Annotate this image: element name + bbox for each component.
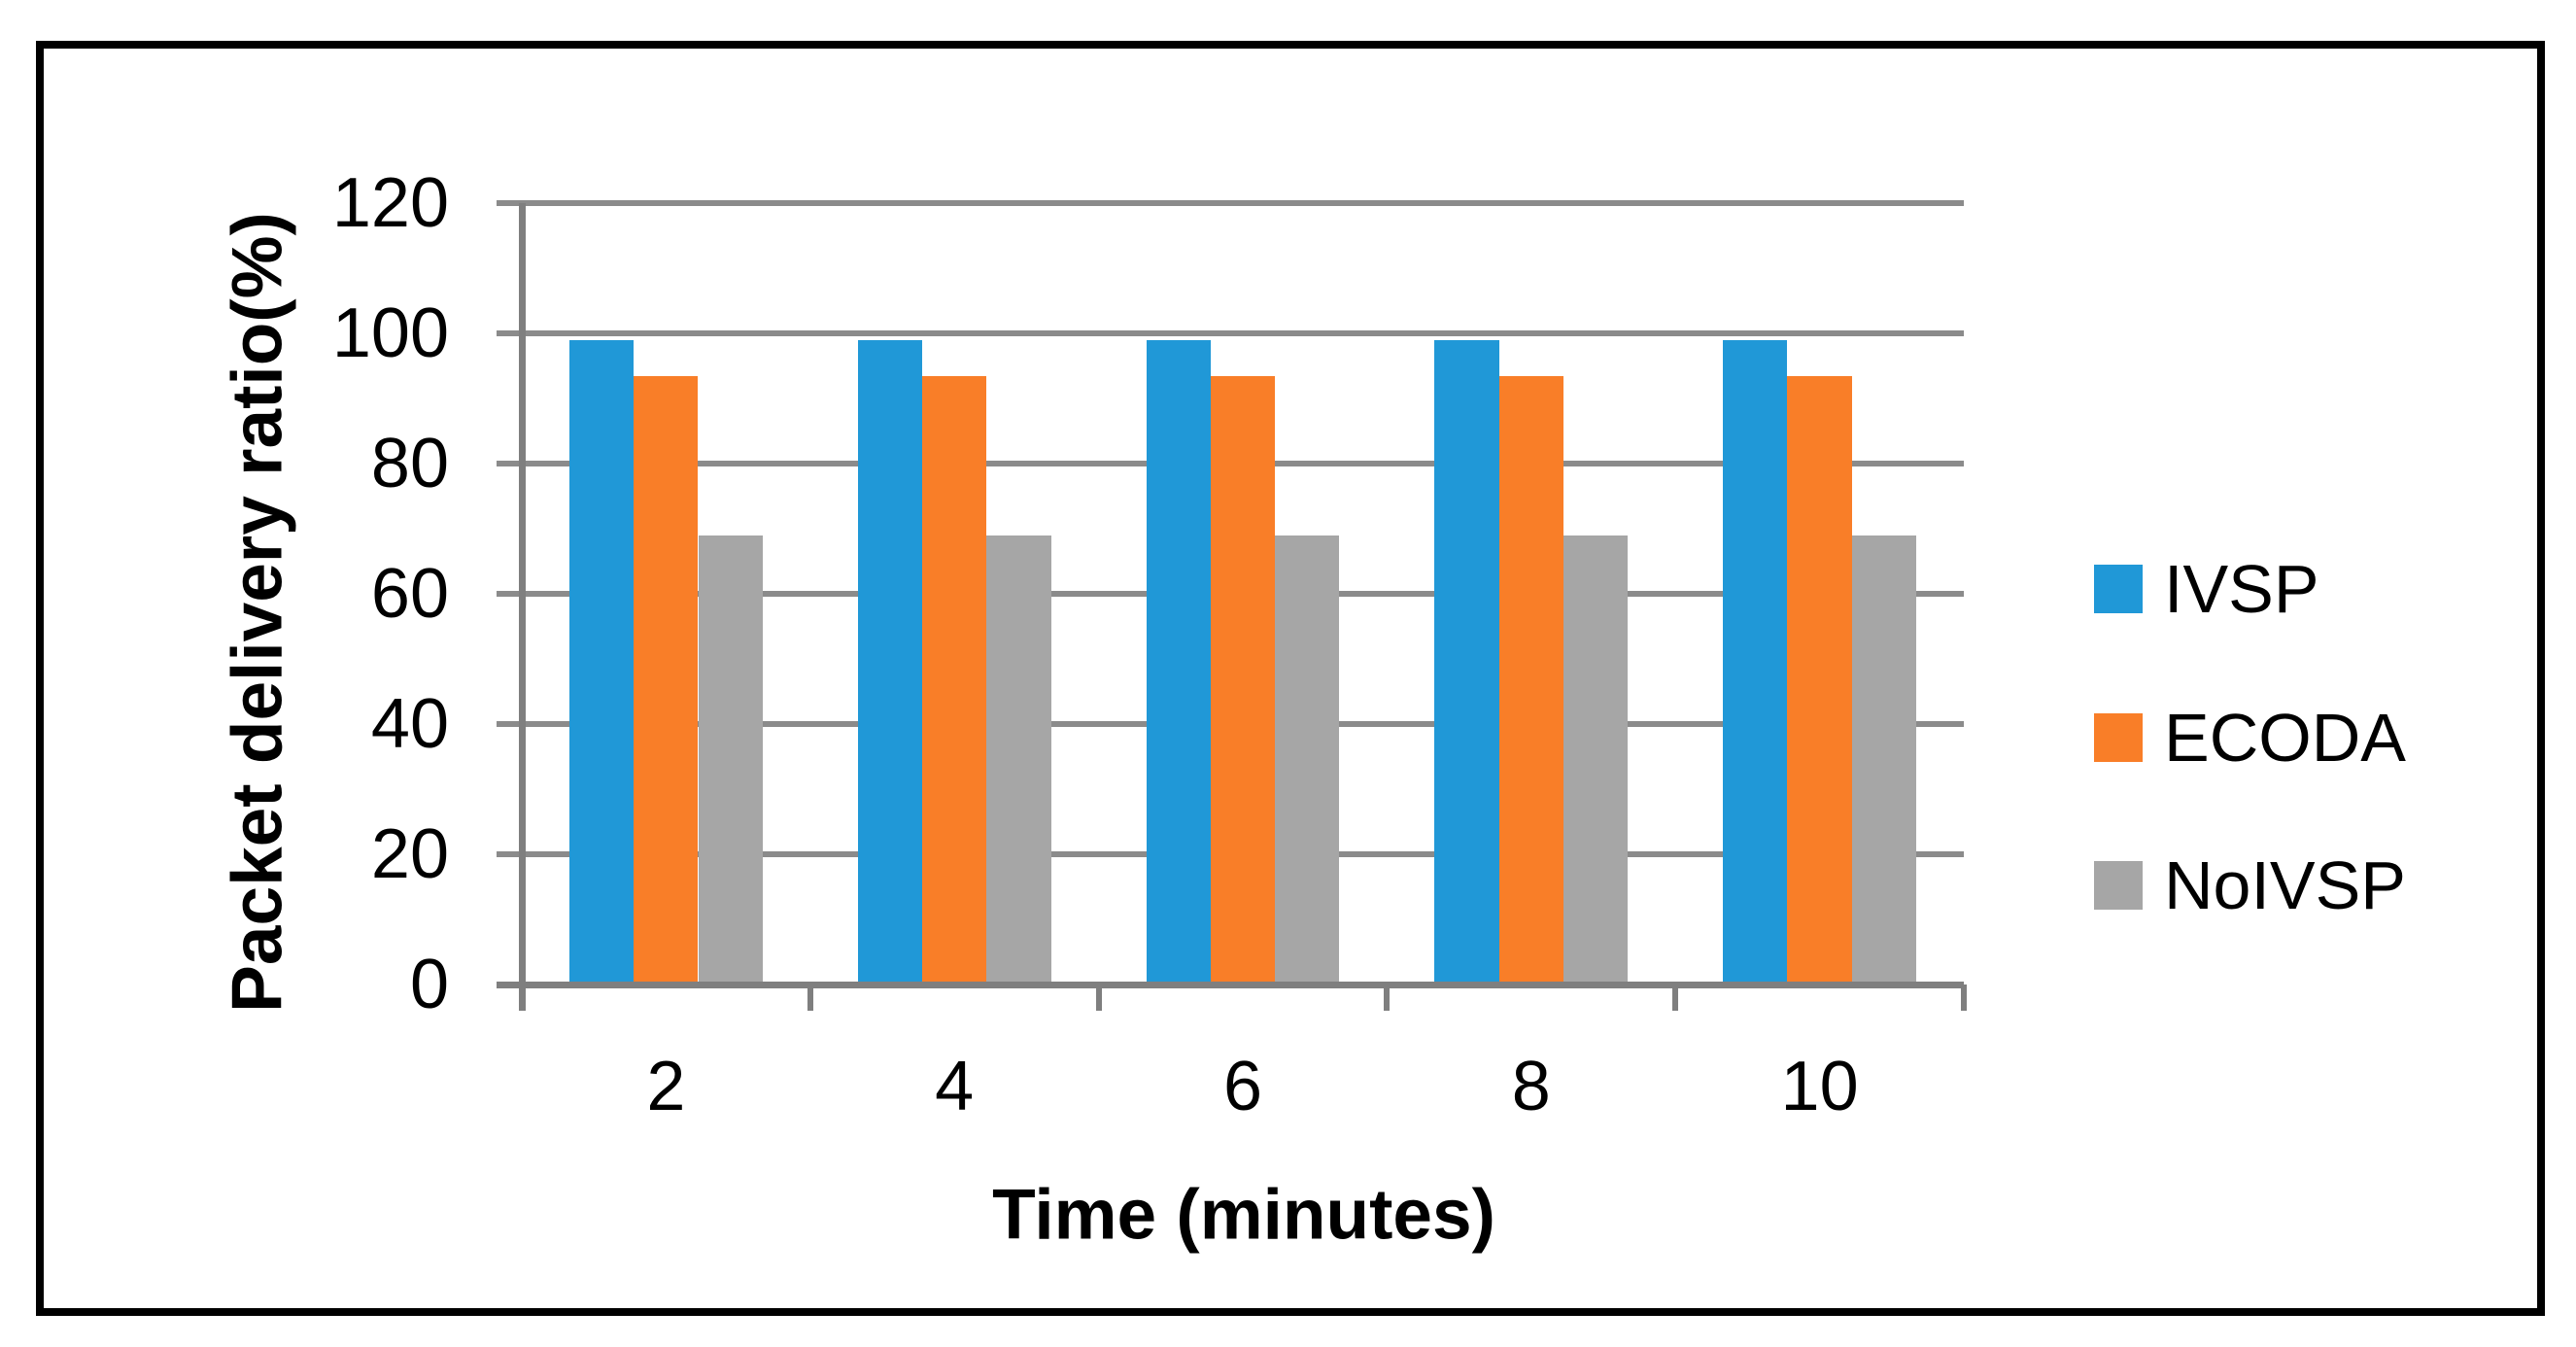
- bar-ecoda-8: [1498, 375, 1563, 984]
- bar-ecoda-10: [1787, 375, 1852, 984]
- y-tick-label: 80: [370, 425, 449, 502]
- x-axis-tick: [1961, 984, 1967, 1011]
- legend-item-ecoda: ECODA: [2094, 704, 2406, 772]
- legend-item-noivsp: NoIVSP: [2094, 851, 2406, 919]
- bar-ivsp-10: [1723, 339, 1788, 984]
- legend-label: ECODA: [2164, 699, 2406, 776]
- legend-swatch-icon: [2094, 565, 2143, 613]
- bar-ivsp-2: [568, 339, 635, 984]
- y-tick-label: 40: [370, 685, 449, 763]
- legend-swatch-icon: [2094, 712, 2143, 762]
- x-axis-line: [497, 981, 1964, 988]
- legend-item-ivsp: IVSP: [2094, 555, 2319, 623]
- bar-ivsp-8: [1434, 339, 1499, 984]
- bar-noivsp-6: [1275, 535, 1340, 984]
- x-tick-label: 6: [1222, 1048, 1263, 1125]
- bar-ecoda-4: [922, 375, 987, 984]
- y-axis-line: [518, 203, 526, 1011]
- x-axis-tick: [1384, 984, 1391, 1011]
- plot-area: 0 20 40 60 80 100 120 2 4 6 8 10: [332, 168, 1967, 1122]
- x-tick-label: 2: [646, 1048, 686, 1125]
- bar-noivsp-4: [986, 535, 1051, 984]
- bar-noivsp-8: [1563, 535, 1629, 984]
- y-tick-label: 0: [409, 946, 449, 1023]
- bar-ecoda-6: [1210, 375, 1276, 984]
- figure-border: [36, 41, 2545, 1316]
- legend-label: NoIVSP: [2164, 847, 2406, 923]
- x-axis-tick: [807, 984, 813, 1011]
- bar-ivsp-6: [1146, 339, 1211, 984]
- x-axis-tick: [1672, 984, 1679, 1011]
- y-tick-label: 120: [331, 164, 449, 242]
- x-axis-title: Time (minutes): [992, 1175, 1495, 1255]
- legend: IVSP ECODA NoIVSP: [2094, 0, 2531, 1347]
- x-tick-label: 10: [1780, 1048, 1859, 1125]
- y-axis-title: Packet delivery ratio(%): [218, 212, 297, 1013]
- x-tick-label: 8: [1511, 1048, 1551, 1125]
- gridline: [497, 330, 1964, 336]
- x-tick-label: 4: [935, 1048, 975, 1125]
- bar-noivsp-10: [1851, 535, 1916, 984]
- bar-ecoda-2: [634, 375, 699, 984]
- x-axis-tick: [1095, 984, 1102, 1011]
- legend-swatch-icon: [2094, 861, 2143, 910]
- y-tick-label: 60: [370, 555, 449, 633]
- legend-label: IVSP: [2164, 551, 2319, 627]
- bar-ivsp-4: [857, 339, 922, 984]
- y-tick-label: 20: [370, 815, 449, 893]
- y-tick-label: 100: [331, 294, 449, 372]
- gridline: [497, 200, 1964, 206]
- bar-noivsp-2: [698, 535, 763, 984]
